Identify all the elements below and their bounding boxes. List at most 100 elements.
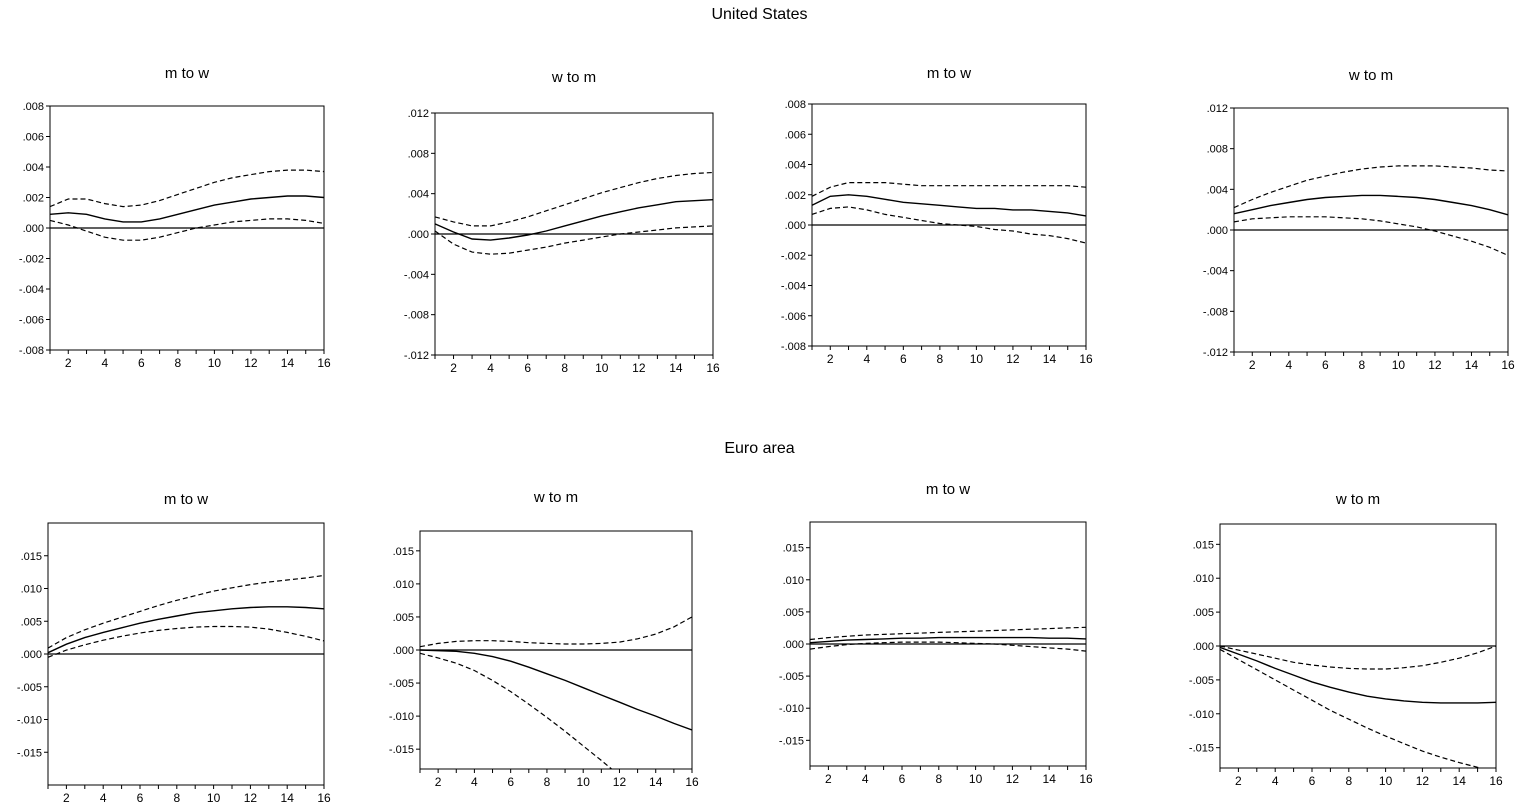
y-tick-label: .000 — [23, 223, 44, 235]
x-tick-label: 8 — [1359, 358, 1366, 372]
y-tick-label: -.005 — [17, 682, 42, 694]
x-tick-label: 2 — [450, 361, 457, 375]
impulse-response-line — [48, 606, 324, 654]
chart-title: w to m — [1348, 67, 1393, 84]
x-tick-label: 6 — [507, 775, 514, 789]
confidence-band-line — [48, 574, 324, 649]
x-tick-label: 8 — [175, 356, 182, 370]
x-tick-label: 4 — [862, 772, 869, 786]
x-tick-label: 6 — [900, 352, 907, 366]
y-tick-label: .000 — [1207, 225, 1228, 237]
x-tick-label: 12 — [1416, 774, 1430, 788]
section-title-euro-area: Euro area — [724, 440, 795, 457]
y-tick-label: .000 — [393, 645, 414, 657]
x-tick-label: 2 — [1249, 358, 1256, 372]
x-tick-label: 12 — [244, 791, 258, 802]
confidence-band-line — [420, 652, 613, 769]
x-tick-label: 6 — [138, 356, 145, 370]
y-tick-label: -.005 — [779, 671, 804, 683]
x-tick-label: 4 — [863, 352, 870, 366]
x-tick-label: 2 — [827, 352, 834, 366]
x-tick-label: 16 — [1079, 772, 1093, 786]
x-tick-label: 14 — [1043, 352, 1057, 366]
y-tick-label: .004 — [23, 162, 44, 174]
x-tick-label: 16 — [1079, 352, 1093, 366]
x-tick-label: 10 — [1379, 774, 1393, 788]
chart-panel-6: w to m -.015 -.010 -.005 .000 .005 .010 .015 2 4 6… — [389, 489, 699, 789]
confidence-band-line — [810, 641, 1086, 652]
x-tick-label: 12 — [613, 775, 627, 789]
chart-title: w to m — [551, 69, 596, 86]
section-title-united-states: United States — [711, 6, 808, 23]
chart-title: w to m — [533, 489, 578, 506]
x-tick-label: 4 — [487, 361, 494, 375]
x-tick-label: 4 — [1272, 774, 1279, 788]
x-tick-label: 2 — [435, 775, 442, 789]
x-tick-label: 6 — [137, 791, 144, 802]
x-tick-label: 4 — [100, 791, 107, 802]
x-tick-label: 10 — [970, 352, 984, 366]
x-tick-label: 4 — [101, 356, 108, 370]
confidence-band-line — [1220, 648, 1484, 768]
x-tick-label: 2 — [63, 791, 70, 802]
y-tick-label: -.015 — [17, 747, 42, 759]
x-tick-label: 4 — [471, 775, 478, 789]
chart-title: m to w — [165, 65, 209, 82]
chart-panel-1: m to w -.008 -.006 -.004 -.002 .000 .002 .004 .0… — [19, 65, 331, 370]
y-tick-label: -.005 — [389, 678, 414, 690]
x-tick-label: 10 — [577, 775, 591, 789]
y-tick-label: .006 — [23, 132, 44, 144]
y-tick-label: .008 — [1207, 144, 1228, 156]
y-tick-label: .015 — [1193, 539, 1214, 551]
y-tick-label: .004 — [1207, 184, 1228, 196]
y-tick-label: .010 — [21, 584, 42, 596]
x-tick-label: 6 — [1309, 774, 1316, 788]
y-tick-label: -.008 — [19, 345, 44, 357]
x-tick-label: 6 — [524, 361, 531, 375]
x-tick-label: 8 — [561, 361, 568, 375]
x-tick-label: 16 — [685, 775, 699, 789]
x-tick-label: 8 — [544, 775, 551, 789]
impulse-response-line — [50, 195, 324, 223]
x-tick-label: 10 — [595, 361, 609, 375]
x-tick-label: 8 — [1345, 774, 1352, 788]
y-tick-label: .008 — [785, 99, 806, 111]
y-tick-label: .010 — [393, 579, 414, 591]
confidence-band-line — [420, 616, 692, 648]
x-tick-label: 12 — [1006, 772, 1020, 786]
x-tick-label: 14 — [669, 361, 683, 375]
chart-title: m to w — [927, 65, 971, 82]
confidence-band-line — [1234, 165, 1508, 209]
x-tick-label: 12 — [244, 356, 258, 370]
x-tick-label: 14 — [1465, 358, 1479, 372]
y-tick-label: .000 — [783, 639, 804, 651]
confidence-band-line — [812, 206, 1086, 244]
x-tick-label: 2 — [825, 772, 832, 786]
x-tick-label: 6 — [1322, 358, 1329, 372]
y-tick-label: -.006 — [19, 315, 44, 327]
impulse-response-line — [1220, 646, 1496, 704]
y-tick-label: .015 — [393, 546, 414, 558]
confidence-band-line — [50, 218, 324, 241]
x-tick-label: 14 — [281, 356, 295, 370]
y-tick-label: -.005 — [1189, 675, 1214, 687]
y-tick-label: .015 — [783, 543, 804, 555]
y-tick-label: .000 — [408, 229, 429, 241]
chart-panel-7: m to w -.015 -.010 -.005 .000 .005 .010 .015 2 4 6… — [779, 481, 1093, 786]
y-tick-label: -.004 — [1203, 266, 1228, 278]
y-tick-label: -.015 — [389, 744, 414, 756]
y-tick-label: .000 — [785, 220, 806, 232]
x-tick-label: 14 — [1043, 772, 1057, 786]
chart-panel-2: w to m -.012 -.008 -.004 .000 .004 .008 .012 2 4 6… — [404, 69, 720, 375]
x-tick-label: 12 — [632, 361, 646, 375]
chart-panel-5: m to w -.015 -.010 -.005 .000 .005 .010 .015 2 4 6… — [17, 491, 331, 802]
x-tick-label: 14 — [649, 775, 663, 789]
x-tick-label: 12 — [1428, 358, 1442, 372]
x-tick-label: 16 — [1501, 358, 1515, 372]
x-tick-label: 14 — [281, 791, 295, 802]
chart-title: w to m — [1335, 491, 1380, 508]
y-tick-label: -.002 — [19, 254, 44, 266]
y-tick-label: .002 — [23, 193, 44, 205]
y-tick-label: -.010 — [779, 703, 804, 715]
